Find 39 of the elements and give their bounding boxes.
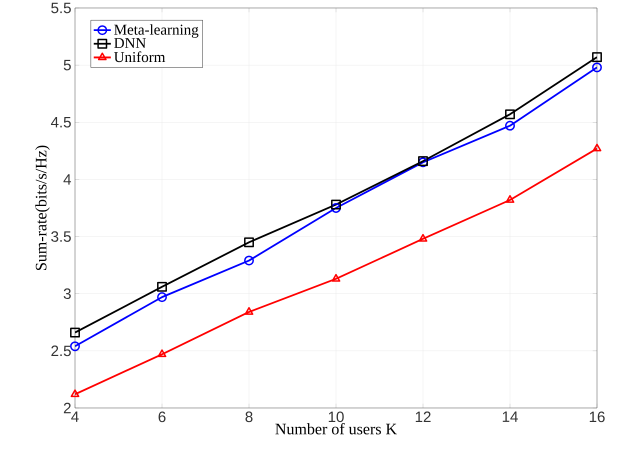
x-tick-label: 12 [416,412,431,422]
y-tick-label: 2 [64,402,71,414]
point [332,274,340,282]
y-tick-label: 4 [63,174,72,185]
point [592,52,602,62]
point [244,256,254,266]
point [244,237,254,248]
point [506,195,514,203]
x-axis-title: Number of users K [275,423,397,434]
y-tick-label: 3 [64,288,71,300]
legend-label: DNN [114,38,146,48]
x-tick-label: 16 [590,412,605,422]
legend-label: Meta-learning [114,24,198,38]
point [505,109,515,120]
y-tick-label: 3.5 [51,231,71,242]
point [331,200,341,210]
point [592,62,602,72]
point [158,349,166,358]
legend-label: Uniform [114,51,166,62]
point [70,341,80,352]
y-tick-label: 2.5 [51,346,71,356]
point [157,282,167,292]
point [331,203,341,213]
point [418,234,428,242]
y-tick-label: 4.5 [50,117,71,128]
y-axis-title: Sum-rate(bits/s/Hz) [35,146,50,270]
point [70,389,80,398]
point [157,292,167,302]
x-tick-label: 14 [502,412,518,422]
point [244,307,254,315]
y-tick-label: 5 [64,60,71,70]
y-tick-label: 5.5 [51,2,71,14]
point [70,328,80,338]
x-tick-label: 10 [328,412,344,422]
point [592,144,602,152]
point [505,120,515,131]
x-tick-label: 6 [158,412,166,422]
x-tick-label: 8 [245,412,253,422]
x-tick-label: 4 [71,412,79,422]
